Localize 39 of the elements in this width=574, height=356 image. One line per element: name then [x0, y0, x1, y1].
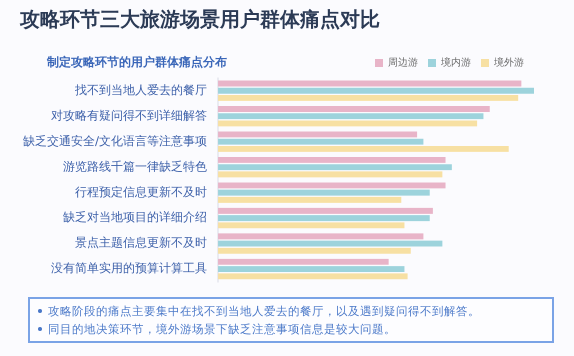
y-tick-label: 景点主题信息更新不及时 — [75, 236, 208, 250]
bar — [218, 233, 424, 240]
bar — [218, 240, 442, 247]
y-tick-label: 游览路线千篇一律缺乏特色 — [63, 159, 208, 174]
y-tick-label: 行程预定信息更新不及时 — [75, 184, 208, 199]
bar — [218, 94, 518, 101]
bar — [218, 132, 418, 138]
bar — [218, 190, 430, 196]
bar — [218, 120, 478, 126]
bar — [218, 146, 509, 152]
bar — [218, 156, 446, 163]
bar — [218, 106, 490, 112]
y-tick-label: 没有简单实用的预算计算工具 — [51, 261, 208, 276]
bar — [218, 273, 408, 280]
y-tick-label: 找不到当地人爱去的餐厅 — [74, 82, 208, 97]
bar — [218, 171, 442, 178]
legend-label: 周边游 — [388, 56, 418, 69]
bar — [218, 88, 534, 94]
bar — [218, 208, 433, 214]
chart-title: 攻略环节三大旅游场景用户群体痛点对比 — [20, 6, 380, 33]
bar — [218, 196, 402, 203]
legend-label: 境内游 — [440, 56, 471, 69]
bar — [218, 248, 411, 254]
bar — [218, 215, 430, 222]
bar — [218, 113, 484, 120]
bar — [218, 182, 446, 188]
bar — [218, 222, 404, 228]
legend-label: 境外游 — [493, 56, 524, 69]
bar — [218, 258, 389, 265]
bar — [218, 266, 404, 272]
y-tick-label: 对攻略有疑问得不到详细解答 — [51, 108, 208, 122]
bar — [218, 138, 424, 145]
y-tick-label: 缺乏交通安全/文化语言等注意事项 — [22, 134, 208, 148]
bar — [218, 80, 522, 86]
text: 攻略阶段的痛点主要集中在找不到当地人爱去的餐厅，以及遇到疑问得不到解答。 — [48, 304, 480, 318]
bar — [218, 164, 452, 170]
chart-subtitle: 制定攻略环节的用户群体痛点分布 — [47, 54, 227, 71]
text: 同目的地决策环节，境外游场景下缺乏注意事项信息是较大问题。 — [48, 322, 396, 336]
y-tick-label: 缺乏对当地项目的详细介绍 — [63, 210, 208, 224]
